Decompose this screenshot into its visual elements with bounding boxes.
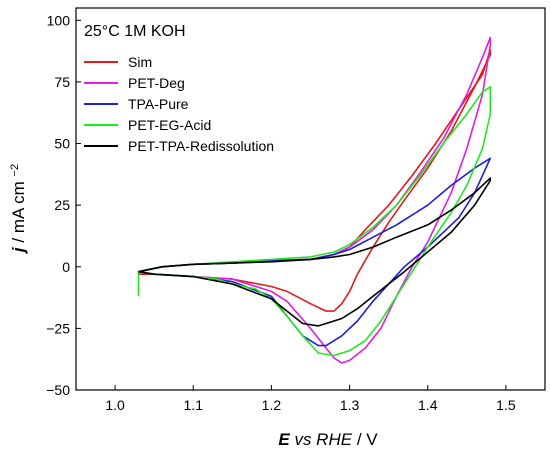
y-tick-label: 100 <box>47 12 71 28</box>
series-line-tpa-pure <box>138 157 492 347</box>
series-line-pet-tpa-redissolution <box>138 177 492 327</box>
series-line-pet-eg-acid <box>137 86 492 357</box>
y-axis-title-symbol: j <box>9 246 28 254</box>
y-tick-label: 75 <box>54 74 70 90</box>
x-axis-title-reference: vs RHE <box>294 430 352 449</box>
plot-area-frame <box>75 7 546 391</box>
y-tick-label: −50 <box>46 382 70 398</box>
legend-label: PET-TPA-Redissolution <box>128 138 274 154</box>
x-tick-label: 1.0 <box>105 397 125 413</box>
x-tick-label: 1.5 <box>496 397 516 413</box>
x-axis-title-symbol: E <box>278 430 290 449</box>
legend-label: PET-Deg <box>128 75 185 91</box>
y-tick-label: 0 <box>62 259 70 275</box>
legend-label: PET-EG-Acid <box>128 117 211 133</box>
legend-label: Sim <box>128 54 152 70</box>
x-axis-title: E vs RHE / V <box>278 430 378 449</box>
legend: Sim PET-Deg TPA-Pure PET-EG-Acid PET-TPA-Red… <box>84 54 274 154</box>
legend-label: TPA-Pure <box>128 96 189 112</box>
y-axis-title-unit: / mA cm <box>9 181 28 242</box>
y-axis-title: j / mA cm −2 <box>9 164 28 254</box>
x-tick-label: 1.3 <box>340 397 360 413</box>
series-line-sim <box>137 49 492 312</box>
x-tick-label: 1.2 <box>262 397 282 413</box>
y-tick-label: 25 <box>54 197 70 213</box>
series-curves <box>137 36 492 364</box>
series-line-pet-deg <box>138 36 492 364</box>
x-tick-label: 1.1 <box>184 397 204 413</box>
y-axis-title-exponent: −2 <box>9 164 21 177</box>
x-tick-label: 1.4 <box>418 397 438 413</box>
condition-annotation: 25°C 1M KOH <box>84 23 186 40</box>
x-axis-title-unit: / V <box>357 430 378 449</box>
axis-ticks: 1.0 1.1 1.2 1.3 1.4 1.5 −50 −25 0 25 50 75 100 <box>46 12 516 413</box>
y-tick-label: 50 <box>54 136 70 152</box>
y-tick-label: −25 <box>46 320 70 336</box>
